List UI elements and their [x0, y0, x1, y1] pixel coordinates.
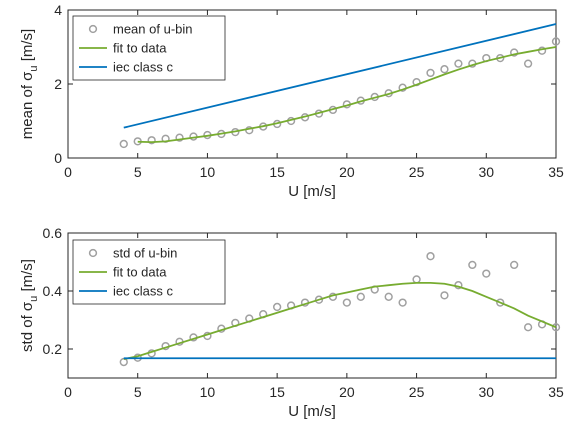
- legend-entry-label: fit to data: [113, 41, 167, 56]
- scatter-point: [440, 65, 449, 74]
- x-tick-label: 0: [64, 384, 72, 400]
- legend-marker: [88, 24, 98, 34]
- scatter-point: [356, 292, 365, 301]
- scatter-point: [119, 139, 128, 149]
- scatter-point: [384, 292, 393, 301]
- x-tick-label: 30: [478, 164, 494, 180]
- chart-1: 0 5 10 15 20 25 30 35 0 2 4 U [m/s] mean of σu [m/s]…: [19, 2, 564, 200]
- chart-2: 0 5 10 15 20 25 30 35 0.2 0.4 0.6 U [m/s] std of σu …: [19, 225, 564, 420]
- x-tick-label: 10: [200, 384, 216, 400]
- legend-entry-label: std of u-bin: [113, 246, 177, 261]
- x-axis-label: U [m/s]: [288, 403, 336, 420]
- legend-marker: [88, 248, 98, 258]
- x-tick-label: 10: [200, 164, 216, 180]
- y-axis-label-main: std of σ: [19, 301, 36, 352]
- series-line-2: [123, 281, 557, 361]
- scatter-point: [147, 136, 156, 145]
- x-tick-label: 20: [339, 164, 355, 180]
- scatter-point: [523, 323, 533, 332]
- scatter-point: [426, 68, 435, 78]
- x-tick-label: 25: [409, 164, 425, 180]
- x-tick-label: 15: [269, 164, 285, 180]
- y-axis-label: std of σu [m/s]: [19, 259, 40, 352]
- scatter-point: [523, 59, 533, 68]
- y-tick-label: 0.6: [43, 225, 63, 241]
- y-tick-label: 0.4: [43, 283, 63, 299]
- y-axis-label-sub: u: [28, 65, 40, 71]
- x-tick-label: 35: [548, 384, 564, 400]
- y-axis-label-main: mean of σ: [19, 71, 36, 139]
- scatter-point: [551, 37, 561, 46]
- y-axis-label: mean of σu [m/s]: [19, 29, 40, 139]
- y-tick-label: 0: [54, 150, 62, 166]
- legend-entry-label: iec class c: [113, 60, 173, 75]
- scatter-point: [482, 269, 491, 278]
- legend-entry-label: iec class c: [113, 284, 173, 299]
- x-axis-label: U [m/s]: [288, 183, 336, 200]
- series-line-3: [123, 23, 557, 129]
- x-tick-label: 15: [269, 384, 285, 400]
- scatter-point: [510, 260, 519, 270]
- legend-entry-label: mean of u-bin: [113, 22, 193, 37]
- x-tick-label: 30: [478, 384, 494, 400]
- y-tick-label: 4: [54, 2, 62, 18]
- scatter-point: [454, 59, 463, 68]
- scatter-point: [398, 298, 407, 307]
- scatter-point: [468, 260, 477, 270]
- y-tick-label: 2: [54, 76, 62, 92]
- scatter-point: [496, 298, 505, 307]
- x-tick-label: 0: [64, 164, 72, 180]
- scatter-point: [440, 291, 449, 300]
- y-axis-label-unit: [m/s]: [19, 259, 36, 296]
- scatter-point: [175, 133, 184, 142]
- scatter-point: [551, 323, 561, 332]
- scatter-point: [510, 48, 519, 57]
- series-line-2: [137, 46, 557, 143]
- y-tick-label: 0.2: [43, 341, 63, 357]
- x-tick-label: 35: [548, 164, 564, 180]
- scatter-point: [314, 295, 324, 304]
- x-tick-label: 25: [409, 384, 425, 400]
- legend-entry-label: fit to data: [113, 265, 167, 280]
- scatter-point: [272, 302, 282, 312]
- y-axis-label-sub: u: [28, 296, 40, 302]
- scatter-point: [342, 298, 352, 307]
- x-tick-label: 5: [134, 164, 142, 180]
- scatter-point: [426, 252, 435, 261]
- y-axis-label-unit: [m/s]: [19, 29, 36, 66]
- x-tick-label: 20: [339, 384, 355, 400]
- x-tick-label: 5: [134, 384, 142, 400]
